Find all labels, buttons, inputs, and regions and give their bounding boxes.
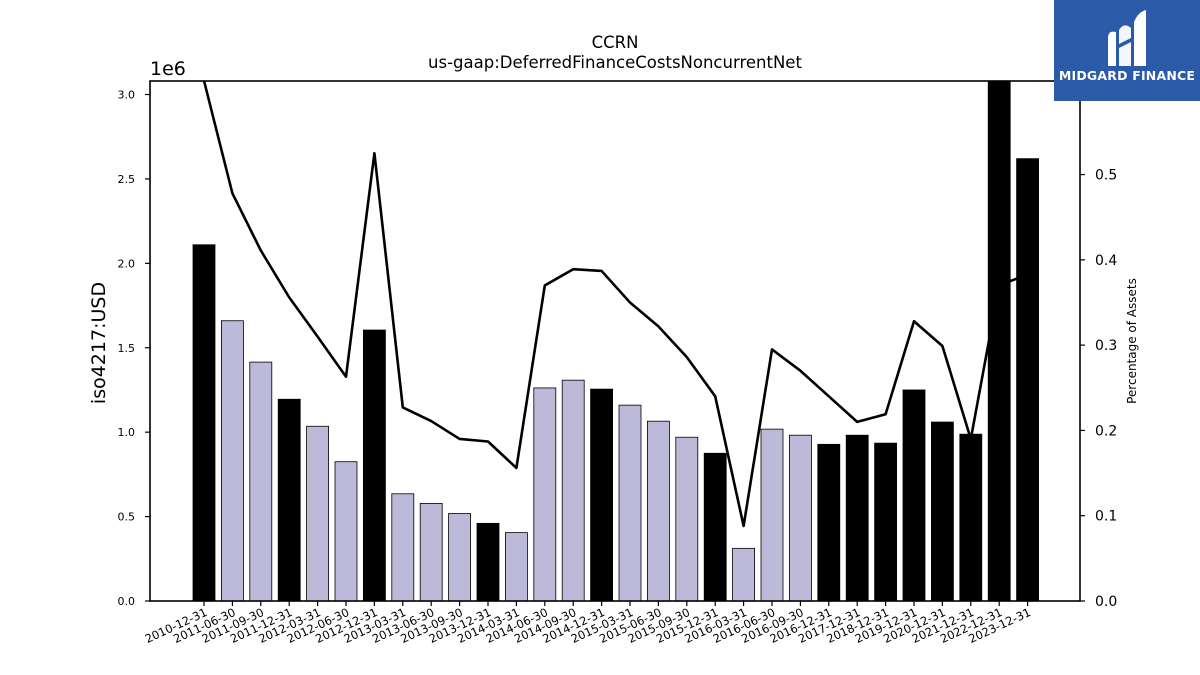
percent-of-assets-line: [202, 81, 1029, 528]
y2-tick-label: 0.2: [1095, 423, 1117, 439]
y-multiplier-label: 1e6: [150, 58, 186, 80]
bar-2015-06-30: [647, 420, 670, 601]
y2-axis-label: Percentage of Assets: [1125, 278, 1139, 404]
percent-line-series: [202, 81, 1029, 528]
logo-text: MIDGARD FINANCE: [1058, 68, 1196, 83]
bar-2012-06-30: [334, 461, 358, 601]
bar-2013-12-31: [476, 522, 500, 601]
y-tick-label: 0.5: [118, 511, 136, 524]
bar-series: [192, 81, 1039, 601]
bar-2014-12-31: [590, 388, 613, 601]
bar-2011-06-30: [220, 320, 244, 601]
y-axis-label: iso4217:USD: [88, 282, 110, 404]
bar-2011-09-30: [249, 361, 273, 601]
y-tick-label: 1.0: [118, 426, 136, 439]
bar-2013-06-30: [419, 503, 443, 601]
bar-2017-12-31: [845, 434, 869, 601]
y2-tick-label: 0.5: [1095, 168, 1117, 184]
bar-2020-12-31: [931, 421, 954, 601]
bar-2015-03-31: [618, 404, 642, 601]
y-tick-label: 0.0: [118, 595, 136, 608]
bar-2016-09-30: [789, 434, 812, 601]
bar-2010-12-31: [192, 244, 216, 601]
chart-subtitle: us-gaap:DeferredFinanceCostsNoncurrentNe…: [428, 53, 802, 72]
y-tick-label: 2.0: [118, 257, 136, 270]
y2-tick-label: 0.1: [1095, 509, 1117, 525]
y-tick-label: 1.5: [118, 342, 136, 355]
bar-2013-03-31: [391, 493, 415, 601]
bar-2012-12-31: [362, 329, 386, 601]
bar-2014-03-31: [504, 532, 528, 601]
bar-2021-12-31: [959, 433, 983, 601]
bar-2016-12-31: [817, 443, 841, 601]
bar-2011-12-31: [277, 398, 301, 601]
y2-tick-label: 0.3: [1095, 338, 1117, 354]
bar-2015-12-31: [703, 452, 727, 601]
y-tick-label: 3.0: [118, 89, 136, 102]
plot-frame: [149, 80, 1081, 602]
bar-2016-06-30: [760, 428, 784, 601]
bar-2019-12-31: [902, 389, 926, 601]
y2-tick-label: 0.4: [1095, 253, 1117, 269]
bar-2013-09-30: [448, 513, 472, 601]
logo-mark-icon: [1108, 10, 1146, 67]
bar-2018-12-31: [874, 442, 897, 601]
bar-2014-06-30: [533, 387, 557, 601]
y2-tick-label: 0.0: [1095, 594, 1117, 610]
bar-2023-12-31: [1016, 158, 1039, 601]
chart-title: CCRN: [592, 33, 639, 52]
brand-logo: MIDGARD FINANCE: [1054, 0, 1200, 101]
bar-2015-09-30: [675, 436, 699, 601]
bar-2022-12-31: [987, 81, 1011, 601]
bar-2016-03-31: [732, 547, 755, 601]
y-tick-label: 2.5: [118, 173, 136, 186]
bar-2012-03-31: [306, 425, 330, 601]
bar-2014-09-30: [561, 379, 585, 601]
